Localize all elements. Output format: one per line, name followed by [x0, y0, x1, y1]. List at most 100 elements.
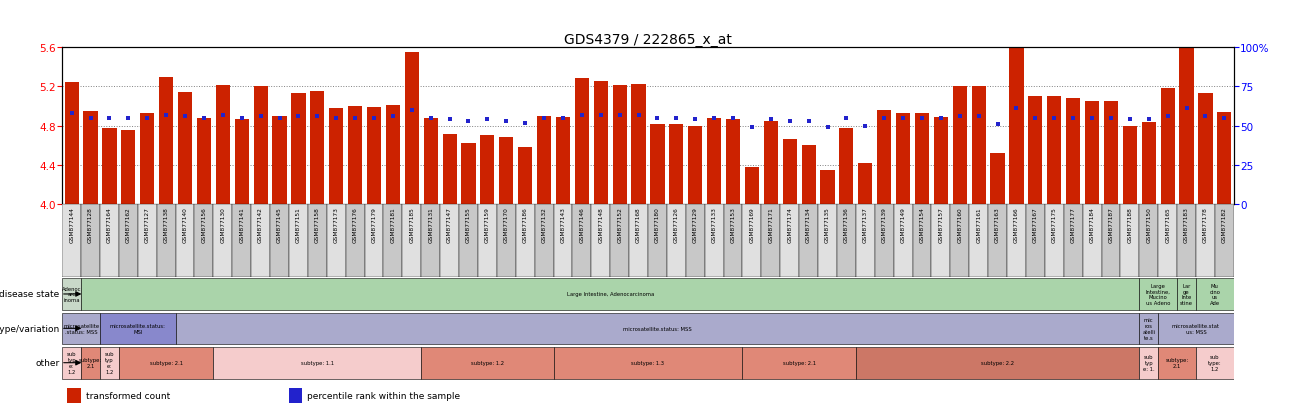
Point	[496, 119, 517, 125]
Bar	[102, 128, 117, 205]
Bar	[159, 77, 174, 205]
Point	[988, 121, 1008, 128]
Point	[1214, 115, 1235, 122]
Point	[798, 119, 819, 125]
Point	[345, 115, 365, 122]
Bar	[1199, 94, 1213, 205]
Bar	[629, 205, 648, 277]
Bar	[553, 347, 743, 379]
Point	[818, 125, 839, 131]
Point	[893, 115, 914, 122]
Point	[647, 115, 667, 122]
Text: GSM877151: GSM877151	[295, 207, 301, 243]
Text: subtype: 1.2: subtype: 1.2	[470, 360, 504, 366]
Bar	[516, 205, 535, 277]
Point	[968, 114, 989, 120]
Bar	[478, 205, 496, 277]
Text: GSM877129: GSM877129	[693, 207, 697, 243]
Text: GSM877159: GSM877159	[485, 207, 490, 243]
Text: GSM877146: GSM877146	[579, 207, 584, 243]
Text: subtype:
2.1: subtype: 2.1	[79, 357, 102, 368]
Text: GSM877141: GSM877141	[240, 207, 244, 243]
Bar	[62, 347, 82, 379]
Bar	[574, 79, 588, 205]
Bar	[1139, 278, 1177, 310]
Point	[629, 112, 649, 119]
Bar	[441, 205, 459, 277]
Bar	[421, 347, 553, 379]
Text: sub
typ
e:
1.2: sub typ e: 1.2	[105, 351, 114, 374]
Bar	[1217, 113, 1231, 205]
Bar	[667, 205, 686, 277]
Bar	[1067, 99, 1081, 205]
Bar	[461, 144, 476, 205]
Point	[477, 117, 498, 123]
Text: GSM877134: GSM877134	[806, 207, 811, 243]
Text: transformed count: transformed count	[86, 391, 170, 400]
Point	[723, 115, 744, 122]
Point	[307, 114, 328, 120]
Text: GSM877181: GSM877181	[390, 207, 395, 243]
Bar	[308, 205, 327, 277]
Text: GSM877137: GSM877137	[863, 207, 868, 243]
Bar	[591, 205, 610, 277]
Bar	[837, 205, 855, 277]
Text: GSM877139: GSM877139	[881, 207, 886, 243]
Text: GSM877163: GSM877163	[995, 207, 1001, 243]
Bar	[896, 114, 910, 205]
Bar	[610, 205, 629, 277]
Bar	[402, 205, 421, 277]
Text: GSM877184: GSM877184	[1090, 207, 1095, 243]
Bar	[1007, 205, 1026, 277]
Text: sub
typ
e: 1.: sub typ e: 1.	[1143, 354, 1155, 371]
Point	[836, 115, 857, 122]
Point	[609, 112, 630, 119]
Point	[515, 120, 535, 126]
Text: GSM877186: GSM877186	[522, 207, 527, 243]
Text: GSM877128: GSM877128	[88, 207, 93, 243]
Bar	[705, 205, 723, 277]
Bar	[1196, 205, 1214, 277]
Text: GSM877175: GSM877175	[1052, 207, 1056, 243]
Text: GSM877148: GSM877148	[599, 207, 603, 243]
Text: subtype: 2.1: subtype: 2.1	[783, 360, 815, 366]
Bar	[1139, 347, 1159, 379]
Text: Lar
ge
Inte
stine: Lar ge Inte stine	[1181, 283, 1194, 306]
Text: GSM877188: GSM877188	[1128, 207, 1133, 243]
Point	[80, 115, 101, 122]
Text: Mu
cino
us
Ade: Mu cino us Ade	[1209, 283, 1221, 306]
Bar	[932, 205, 950, 277]
Text: sub
typ
e:
1.2: sub typ e: 1.2	[67, 351, 76, 374]
Point	[156, 112, 176, 119]
Text: GSM877177: GSM877177	[1070, 207, 1076, 243]
Bar	[292, 94, 306, 205]
Bar	[518, 148, 533, 205]
Bar	[119, 205, 137, 277]
Bar	[137, 205, 157, 277]
Bar	[818, 205, 837, 277]
Point	[911, 115, 932, 122]
Point	[420, 115, 441, 122]
Text: GSM877166: GSM877166	[1013, 207, 1019, 242]
Text: GSM877157: GSM877157	[938, 207, 943, 243]
Bar	[780, 205, 800, 277]
Text: subtype:
2.1: subtype: 2.1	[1165, 357, 1188, 368]
Point	[402, 107, 422, 114]
Text: GSM877138: GSM877138	[163, 207, 168, 243]
Bar	[855, 205, 875, 277]
Bar	[1045, 205, 1064, 277]
Bar	[1159, 347, 1196, 379]
Bar	[1179, 46, 1194, 205]
Bar	[232, 205, 251, 277]
Text: GSM877182: GSM877182	[1222, 207, 1227, 243]
Text: Large Intestine, Adenocarcinoma: Large Intestine, Adenocarcinoma	[566, 292, 653, 297]
Bar	[858, 164, 872, 205]
Bar	[329, 109, 343, 205]
Bar	[62, 313, 100, 344]
Bar	[988, 205, 1007, 277]
Text: GSM877127: GSM877127	[145, 207, 150, 243]
Bar	[761, 205, 780, 277]
Text: subtype: 1.1: subtype: 1.1	[301, 360, 334, 366]
Bar	[424, 119, 438, 205]
Text: GSM877180: GSM877180	[654, 207, 660, 243]
